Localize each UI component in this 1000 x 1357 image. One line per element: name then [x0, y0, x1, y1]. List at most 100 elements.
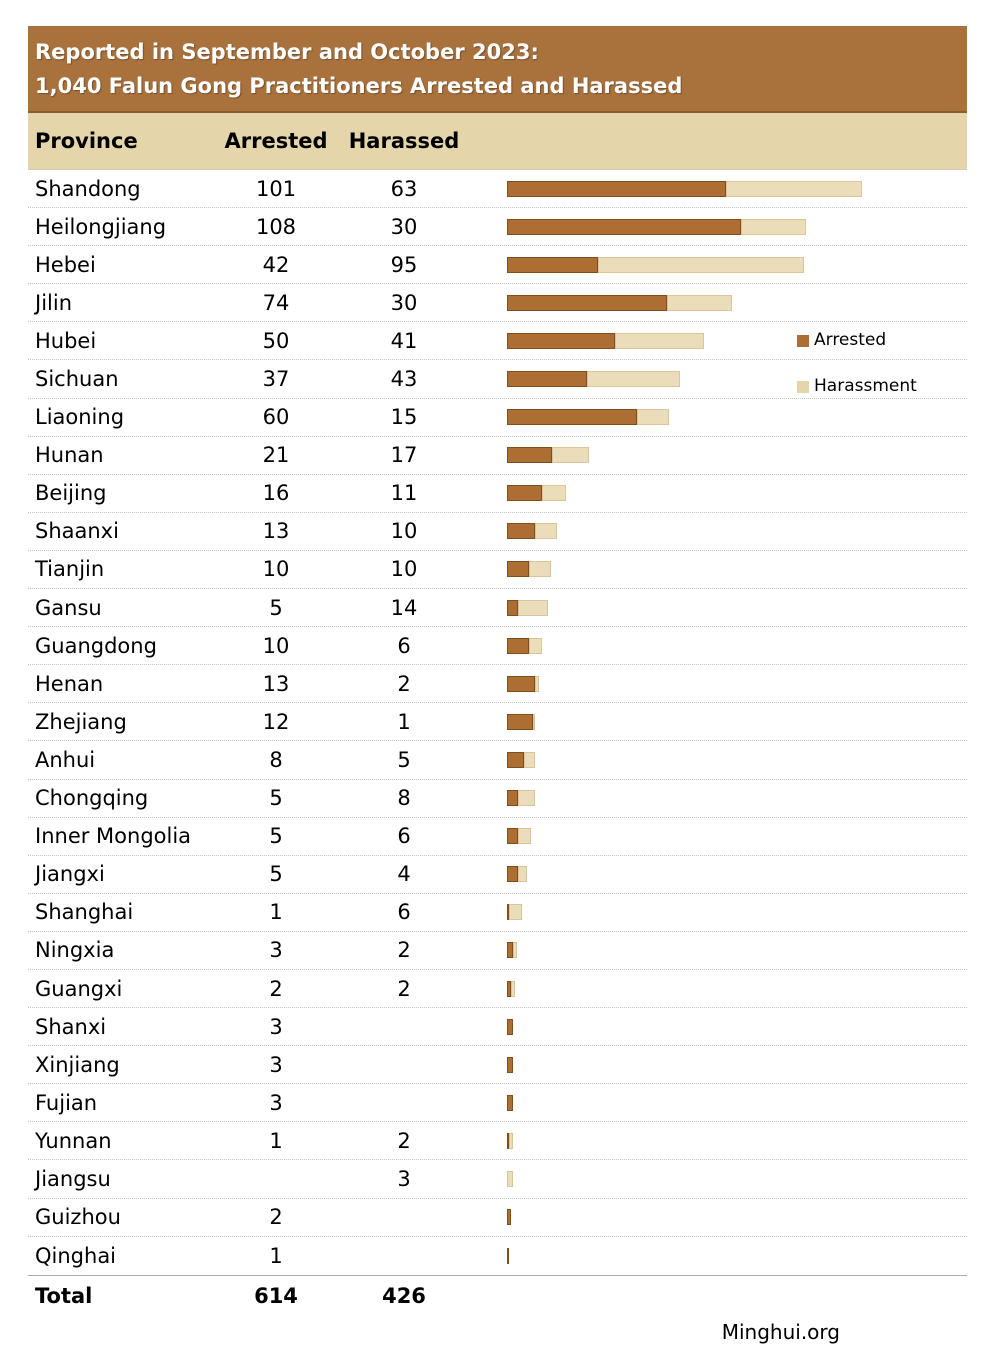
harassed-value: 8	[397, 786, 411, 811]
bar-arrested	[507, 866, 518, 883]
table-row: Beijing 16 11	[28, 475, 967, 513]
arrested-value: 3	[269, 1014, 283, 1039]
bar-harassed	[533, 713, 535, 730]
harassed-value: 11	[390, 481, 418, 506]
bar-arrested	[507, 180, 726, 197]
bar-arrested	[507, 751, 524, 768]
stacked-bar	[507, 828, 967, 845]
stacked-bar	[507, 485, 967, 502]
table-body: Arrested Harassment Shandong 101 63 Heil…	[28, 170, 967, 1275]
table-row: Zhejiang 12 1	[28, 703, 967, 742]
table-row: Hubei 50 41	[28, 322, 967, 361]
total-harassed-value: 426	[382, 1283, 426, 1308]
bar-harassed	[518, 790, 535, 807]
harassed-value: 15	[390, 405, 418, 430]
bar-harassed	[587, 371, 680, 388]
total-arrested-value: 614	[254, 1283, 298, 1308]
arrested-value: 2	[269, 1205, 283, 1230]
table-row: Jiangsu 3	[28, 1160, 967, 1199]
bar-arrested	[507, 980, 511, 997]
bar-arrested	[507, 1094, 513, 1111]
province-name: Hubei	[35, 328, 97, 353]
harassed-value: 6	[397, 633, 411, 658]
province-name: Heilongjiang	[35, 214, 167, 239]
province-name: Yunnan	[35, 1128, 112, 1153]
stacked-bar	[507, 1209, 967, 1226]
province-name: Guangdong	[35, 633, 157, 658]
province-name: Beijing	[35, 481, 107, 506]
stacked-bar	[507, 980, 967, 997]
province-name: Shaanxi	[35, 519, 119, 544]
harassed-value: 2	[397, 671, 411, 696]
table-row: Inner Mongolia 5 6	[28, 818, 967, 856]
bar-arrested	[507, 904, 509, 921]
province-name: Inner Mongolia	[35, 824, 192, 849]
stacked-bar	[507, 294, 967, 311]
table-row: Tianjin 10 10	[28, 551, 967, 590]
table-row: Hunan 21 17	[28, 437, 967, 475]
table-row: Hebei 42 95	[28, 246, 967, 285]
legend-item-harassment: Harassment	[797, 378, 917, 395]
bar-harassed	[615, 332, 704, 349]
harassed-value: 5	[397, 747, 411, 772]
stacked-bar	[507, 751, 967, 768]
legend-item-arrested: Arrested	[797, 332, 886, 349]
bar-arrested	[507, 332, 615, 349]
harassed-value: 1	[397, 709, 411, 734]
bar-harassed	[741, 218, 806, 235]
stacked-bar	[507, 409, 967, 426]
arrested-value: 21	[262, 443, 290, 468]
stacked-bar	[507, 1018, 967, 1035]
chart-title-line2: 1,040 Falun Gong Practitioners Arrested …	[35, 74, 683, 98]
bar-arrested	[507, 942, 513, 959]
table-row: Heilongjiang 108 30	[28, 208, 967, 247]
arrested-value: 108	[255, 214, 297, 239]
stacked-bar	[507, 332, 967, 349]
harassed-value: 4	[397, 862, 411, 887]
bar-arrested	[507, 828, 518, 845]
harassed-value: 63	[390, 176, 418, 201]
harassed-value: 10	[390, 557, 418, 582]
bar-arrested	[507, 409, 637, 426]
arrested-value: 60	[262, 405, 290, 430]
province-name: Fujian	[35, 1090, 98, 1115]
bar-arrested	[507, 485, 542, 502]
bar-harassed	[511, 980, 515, 997]
stacked-bar	[507, 523, 967, 540]
arrested-value: 1	[269, 1243, 283, 1268]
province-name: Liaoning	[35, 405, 125, 430]
arrested-value: 5	[269, 786, 283, 811]
stacked-bar	[507, 1132, 967, 1149]
harassed-value: 10	[390, 519, 418, 544]
stacked-bar	[507, 180, 967, 197]
table-row: Shanxi 3	[28, 1008, 967, 1047]
stacked-bar	[507, 1170, 967, 1187]
bar-harassed	[529, 561, 551, 578]
stacked-bar	[507, 904, 967, 921]
bar-arrested	[507, 713, 533, 730]
harassed-value: 6	[397, 824, 411, 849]
bar-arrested	[507, 1132, 509, 1149]
table-row: Anhui 8 5	[28, 741, 967, 780]
harassed-value: 17	[390, 443, 418, 468]
bar-harassed	[518, 866, 527, 883]
stacked-bar	[507, 1056, 967, 1073]
bar-arrested	[507, 447, 552, 464]
arrested-value: 5	[269, 862, 283, 887]
arrested-value: 50	[262, 328, 290, 353]
table-row: Sichuan 37 43	[28, 360, 967, 399]
arrested-value: 10	[262, 557, 290, 582]
province-name: Qinghai	[35, 1243, 117, 1268]
column-header-harassed: Harassed	[348, 129, 460, 153]
stacked-bar	[507, 675, 967, 692]
stacked-bar	[507, 447, 967, 464]
chart-title: Reported in September and October 2023: …	[28, 26, 967, 113]
arrested-value: 37	[262, 367, 290, 392]
arrested-value: 13	[262, 519, 290, 544]
arrested-value: 10	[262, 633, 290, 658]
harassed-value: 3	[397, 1166, 411, 1191]
harassed-value: 41	[390, 328, 418, 353]
province-name: Henan	[35, 671, 104, 696]
harassed-value: 2	[397, 938, 411, 963]
arrested-value: 1	[269, 1128, 283, 1153]
